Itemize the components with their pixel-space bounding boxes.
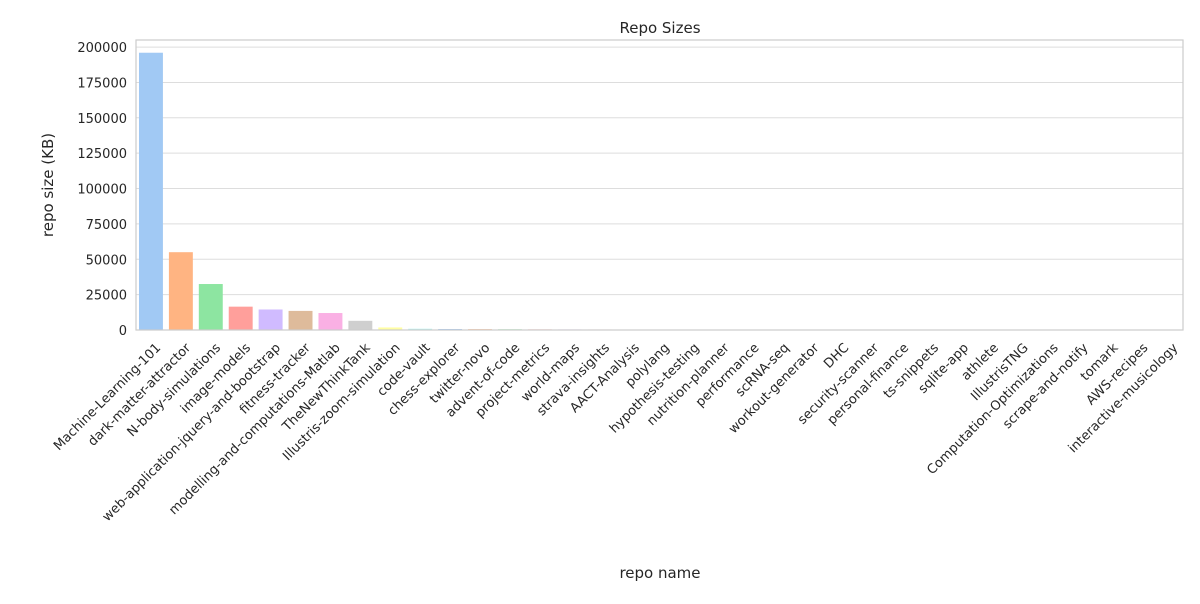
bar-web-application-jquery-and-bootstrap [259,309,283,330]
bar-TheNewThinkTank [348,321,372,330]
bars [139,53,1180,330]
bar-Machine-Learning-101 [139,53,163,330]
y-tick-labels: 0 25000 50000 75000 100000 125000 150000 175000… [77,41,127,339]
y-tick-label: 50000 [86,253,127,268]
bar-modelling-and-computations-Matlab [318,313,342,330]
y-tick-label: 175000 [77,76,127,91]
x-axis-title: repo name [619,564,700,582]
bar-fitness-tracker [289,311,313,330]
y-tick-label: 25000 [86,289,127,304]
y-axis-title: repo size (KB) [39,133,57,237]
bar-N-body-simulations [199,284,223,330]
y-tick-label: 75000 [86,218,127,233]
bar-dark-matter-attractor [169,252,193,330]
chart-title: Repo Sizes [619,19,700,37]
y-tick-label: 0 [119,324,127,339]
x-tick-labels: Machine-Learning-101dark-matter-attracto… [51,340,1181,525]
gridlines [136,47,1183,330]
y-tick-label: 200000 [77,41,127,56]
y-tick-label: 100000 [77,183,127,198]
bar-image-models [229,307,253,330]
plot-frame [136,40,1183,330]
y-tick-label: 125000 [77,147,127,162]
y-tick-label: 150000 [77,112,127,127]
